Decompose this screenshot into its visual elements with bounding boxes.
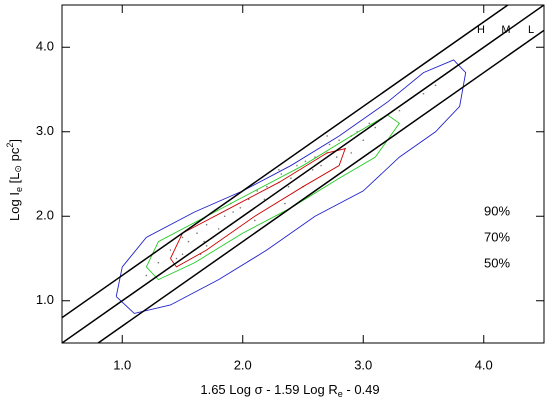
scatter-point	[196, 232, 198, 234]
scatter-point	[296, 164, 298, 167]
scatter-point	[398, 109, 401, 112]
legend-label: 70%	[484, 229, 510, 244]
scatter-point	[169, 249, 172, 251]
scatter-point	[287, 185, 290, 188]
scatter-point	[280, 173, 283, 175]
scatter-point	[256, 190, 259, 192]
frame	[61, 4, 545, 344]
scatter-point	[254, 219, 256, 222]
y-tick-label: 3.0	[36, 123, 54, 138]
scatter-point	[232, 211, 234, 213]
relation-line	[96, 29, 544, 343]
y-axis-label: Log Ie [L⊙ pc2]	[5, 139, 24, 221]
line-label: M	[501, 24, 510, 36]
relation-line	[62, 5, 544, 343]
scatter-point	[320, 164, 322, 167]
scatter-point	[175, 257, 178, 260]
legend-label: 50%	[484, 255, 510, 270]
scatter-point	[362, 139, 365, 141]
scatter-point	[311, 168, 314, 171]
scatter-point	[422, 92, 425, 95]
x-tick-label: 4.0	[475, 357, 493, 372]
x-axis-label: 1.65 Log σ - 1.59 Log Re - 0.49	[200, 382, 379, 399]
scatter-point	[181, 236, 184, 239]
x-tick-label: 2.0	[234, 357, 252, 372]
scatter-point	[304, 160, 307, 163]
scatter-point	[223, 215, 226, 218]
scatter-point	[203, 240, 205, 243]
plot-area	[62, 5, 544, 343]
relation-line	[62, 5, 510, 319]
scatter-point	[187, 240, 190, 243]
legend-label: 90%	[484, 203, 510, 218]
scatter-point	[326, 135, 328, 137]
y-tick-label: 2.0	[36, 208, 54, 223]
scatter-point	[374, 126, 377, 129]
line-label: H	[477, 24, 485, 36]
scatter-point	[239, 207, 242, 209]
scatter-point	[350, 152, 353, 154]
y-tick-label: 1.0	[36, 292, 54, 307]
scatter-point	[266, 185, 268, 188]
scatter-point	[328, 143, 331, 146]
scatter-point	[181, 253, 184, 256]
scatter-point	[217, 228, 220, 230]
scatter-point	[278, 168, 280, 171]
scatter-point	[368, 122, 371, 125]
scatter-point	[335, 156, 338, 158]
scatter-point	[284, 202, 286, 205]
contour	[115, 59, 467, 314]
scatter-point	[338, 139, 340, 141]
scatter-point	[290, 177, 292, 180]
scatter-point	[145, 274, 148, 277]
contour	[170, 148, 346, 268]
x-tick-label: 3.0	[354, 357, 372, 372]
scatter-point	[263, 198, 266, 201]
contour	[145, 114, 401, 281]
line-label: L	[528, 24, 534, 36]
scatter-point	[434, 84, 437, 87]
scatter-point	[205, 223, 208, 226]
scatter-point	[157, 261, 160, 264]
x-tick-label: 1.0	[113, 357, 131, 372]
y-tick-label: 4.0	[36, 39, 54, 54]
scatter-point	[205, 245, 208, 247]
